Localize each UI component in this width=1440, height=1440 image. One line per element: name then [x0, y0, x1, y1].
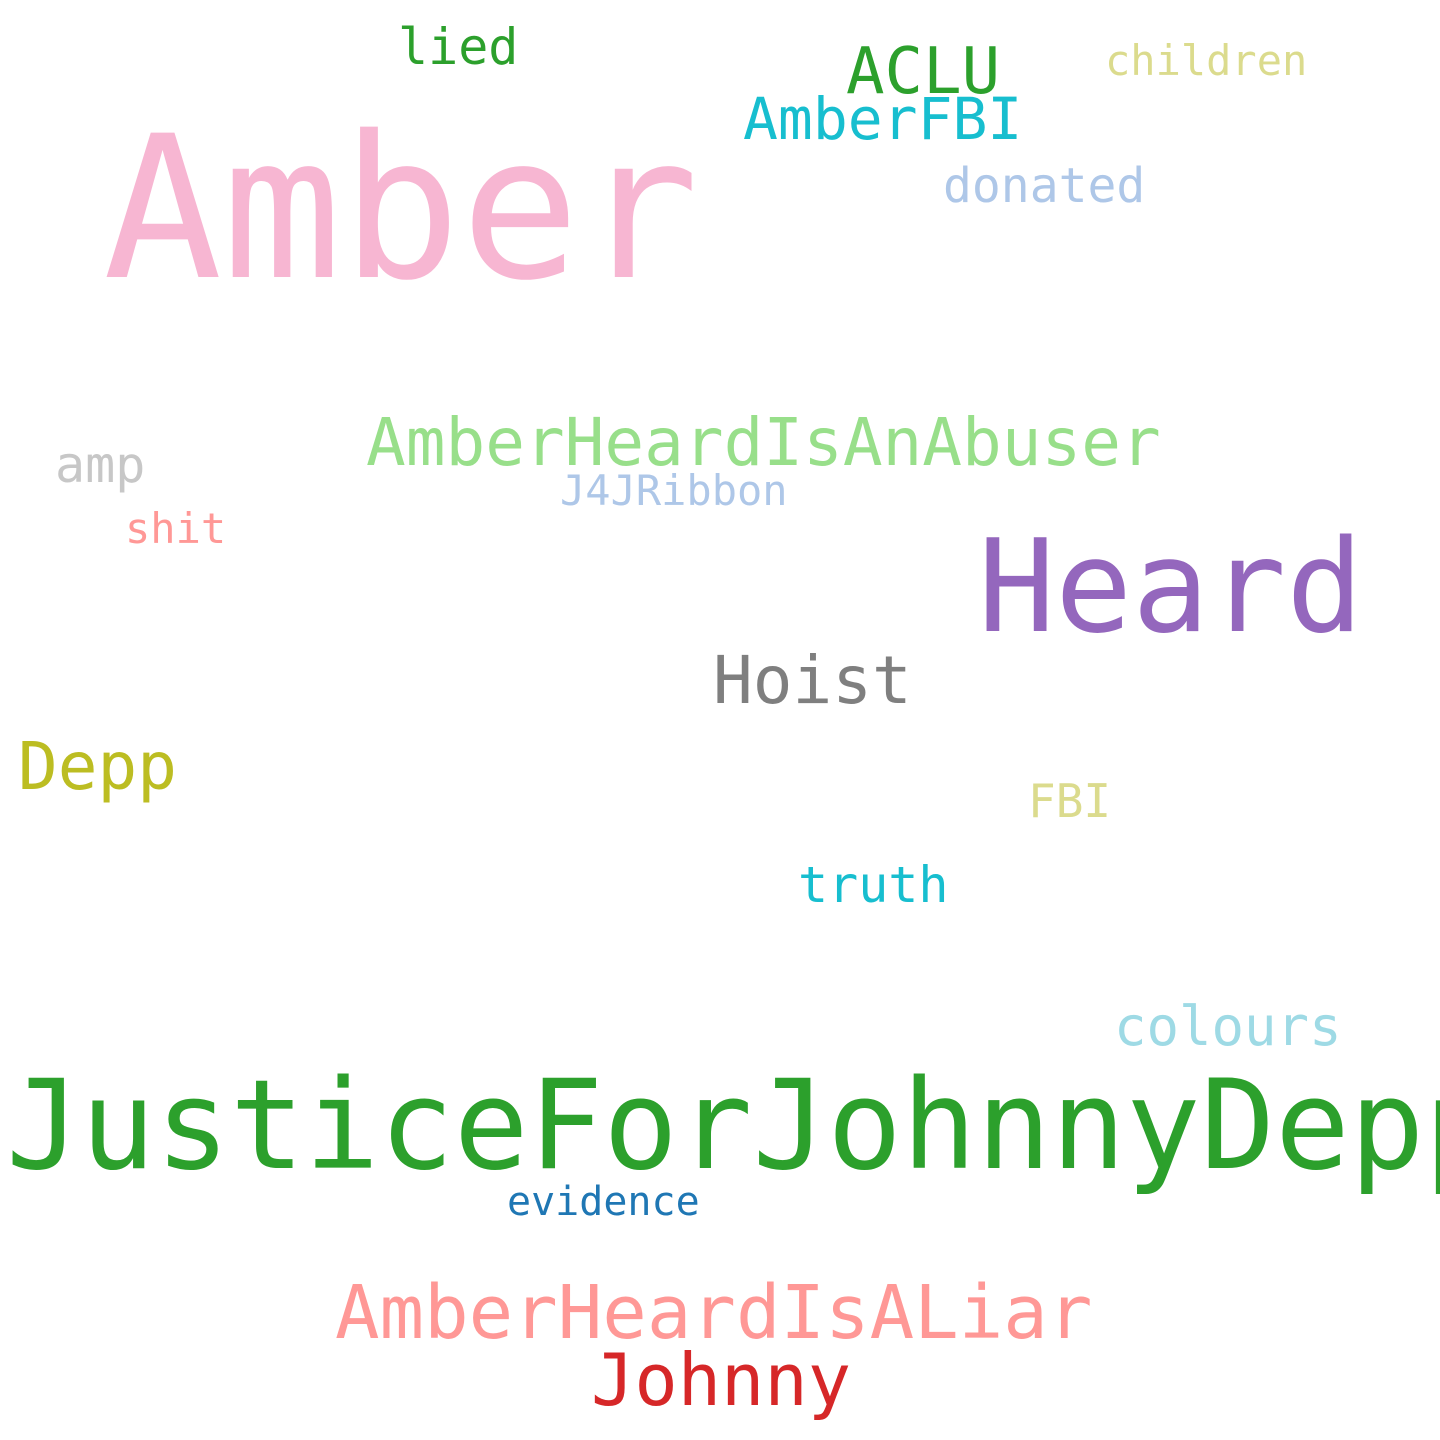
word-depp: Depp: [18, 728, 177, 805]
word-amp: amp: [55, 436, 146, 494]
word-heard: Heard: [978, 513, 1364, 662]
word-amber-heard-is-a-liar: AmberHeardIsALiar: [335, 1270, 1093, 1356]
word-johnny: Johnny: [591, 1338, 852, 1422]
word-justicefor-johnny-depp: JusticeForJohnnyDepp: [6, 1054, 1440, 1198]
word-amber-heard-is-an-abuser: AmberHeardIsAnAbuser: [366, 404, 1161, 481]
word-colours: colours: [1114, 995, 1342, 1058]
word-amber: Amber: [103, 93, 700, 324]
word-shit: shit: [125, 504, 227, 553]
word-children: children: [1105, 36, 1308, 85]
word-donated: donated: [943, 158, 1146, 214]
word-j4j-ribbon: J4JRibbon: [560, 466, 788, 515]
word-aclu: ACLU: [846, 35, 1001, 109]
word-hoist: Hoist: [713, 642, 912, 719]
word-evidence: evidence: [507, 1179, 700, 1225]
word-truth: truth: [798, 856, 949, 914]
word-fbi: FBI: [1028, 774, 1112, 828]
word-lied: lied: [398, 18, 519, 76]
word-amber-fbi: AmberFBI: [743, 85, 1023, 153]
